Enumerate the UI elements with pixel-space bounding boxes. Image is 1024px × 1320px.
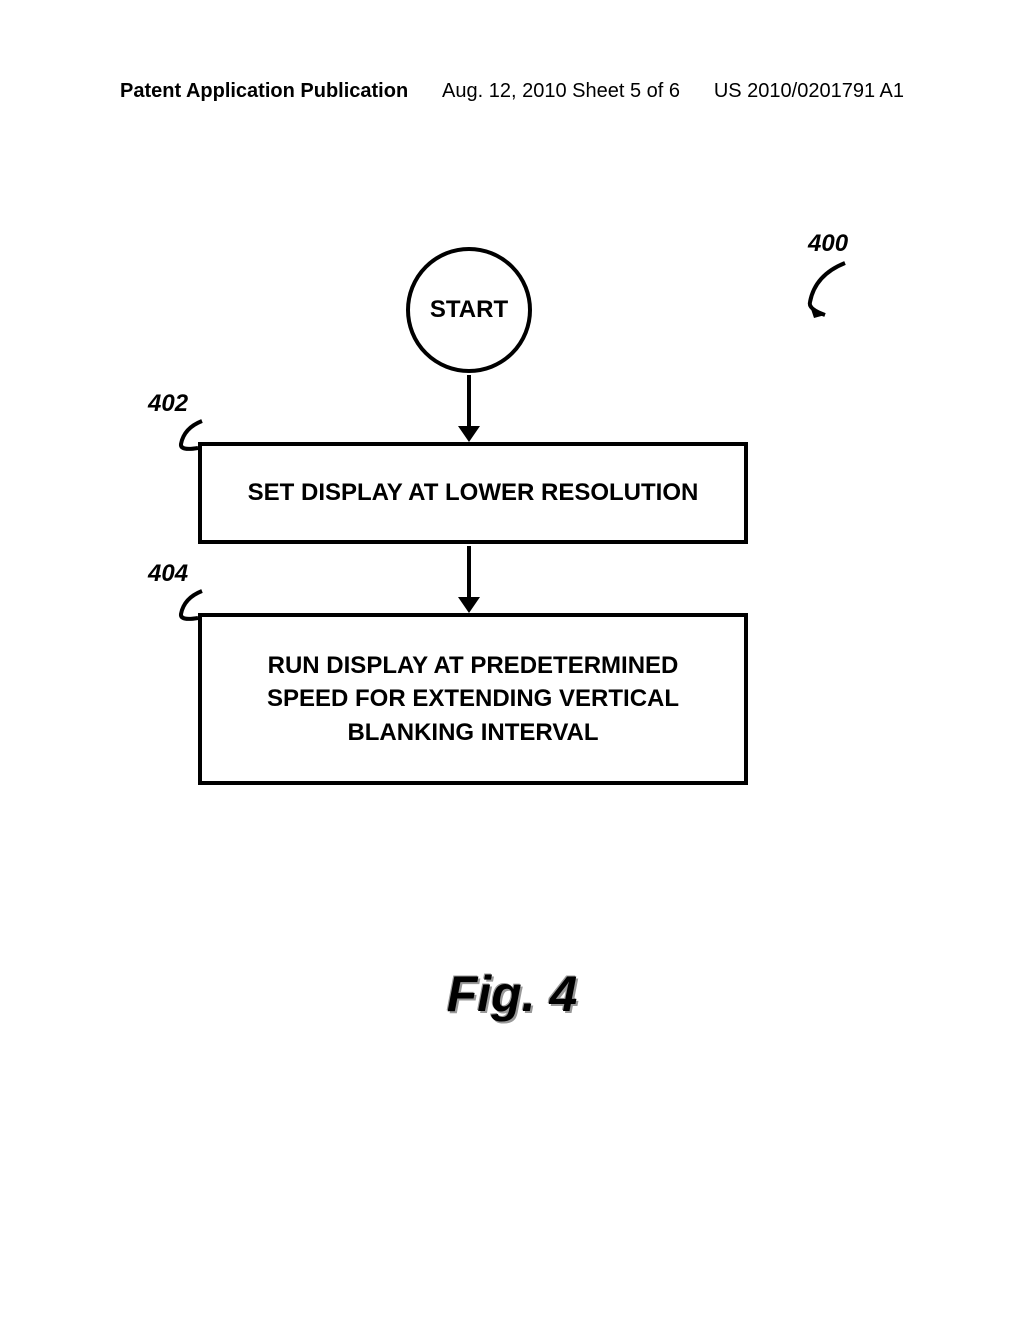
arrowhead-2-icon <box>458 597 480 613</box>
header-patent-number: US 2010/0201791 A1 <box>714 80 904 103</box>
arrowhead-1-icon <box>458 426 480 442</box>
curved-arrow-400-icon <box>800 260 870 320</box>
arrow-connector-2 <box>467 546 471 601</box>
header-publication: Patent Application Publication <box>120 80 408 103</box>
figure-number-label: Fig. 4 <box>0 965 1024 1023</box>
arrow-connector-1 <box>467 375 471 430</box>
start-label: START <box>430 296 508 324</box>
reference-label-402: 402 <box>148 390 188 418</box>
page-header: Patent Application Publication Aug. 12, … <box>0 80 1024 103</box>
process-box-402: SET DISPLAY AT LOWER RESOLUTION <box>198 442 748 544</box>
reference-label-404: 404 <box>148 560 188 588</box>
process-box-404-text: RUN DISPLAY AT PREDETERMINED SPEED FOR E… <box>232 649 714 750</box>
start-node: START <box>406 247 532 373</box>
process-box-404: RUN DISPLAY AT PREDETERMINED SPEED FOR E… <box>198 613 748 785</box>
reference-label-400: 400 <box>808 230 848 258</box>
header-date-sheet: Aug. 12, 2010 Sheet 5 of 6 <box>442 80 680 103</box>
process-box-402-text: SET DISPLAY AT LOWER RESOLUTION <box>248 476 699 510</box>
